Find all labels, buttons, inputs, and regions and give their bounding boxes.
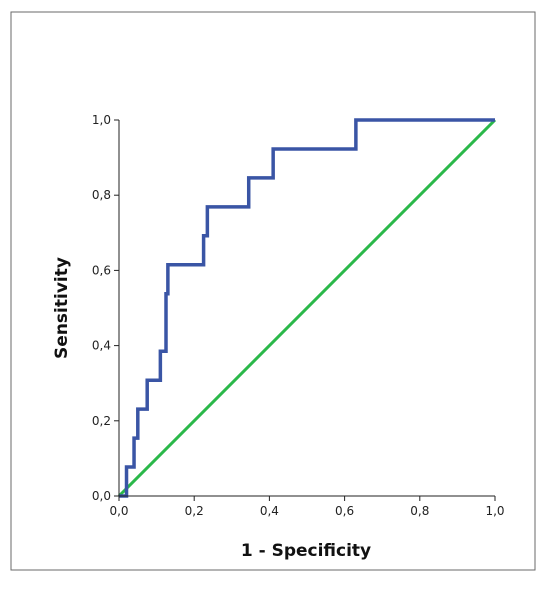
- y-tick-label: 0,8: [92, 188, 111, 202]
- series-layer: [117, 118, 497, 498]
- y-tick-label: 0,4: [92, 339, 111, 353]
- x-tick-label: 1,0: [485, 504, 504, 518]
- x-axis-title: 1 - Specificity: [241, 541, 371, 561]
- roc-curve-line: [119, 118, 495, 498]
- x-tick-label: 0,0: [109, 504, 128, 518]
- y-tick-label: 1,0: [92, 113, 111, 127]
- x-tick-label: 0,2: [185, 504, 204, 518]
- axes-layer: 0,0 0,2 0,4 0,6 0,8 1,0 0,0 0,2 0,4 0,6 0,8 1,0: [92, 113, 505, 518]
- x-tick-label: 0,4: [260, 504, 279, 518]
- x-tick-label: 0,8: [410, 504, 429, 518]
- y-tick-label: 0,6: [92, 263, 111, 277]
- x-tick-label: 0,6: [335, 504, 354, 518]
- y-tick-label: 0,0: [92, 489, 111, 503]
- y-axis-title: Sensitivity: [52, 257, 72, 359]
- reference-diagonal-line: [117, 118, 497, 498]
- chart-frame: [10, 11, 536, 571]
- y-tick-label: 0,2: [92, 414, 111, 428]
